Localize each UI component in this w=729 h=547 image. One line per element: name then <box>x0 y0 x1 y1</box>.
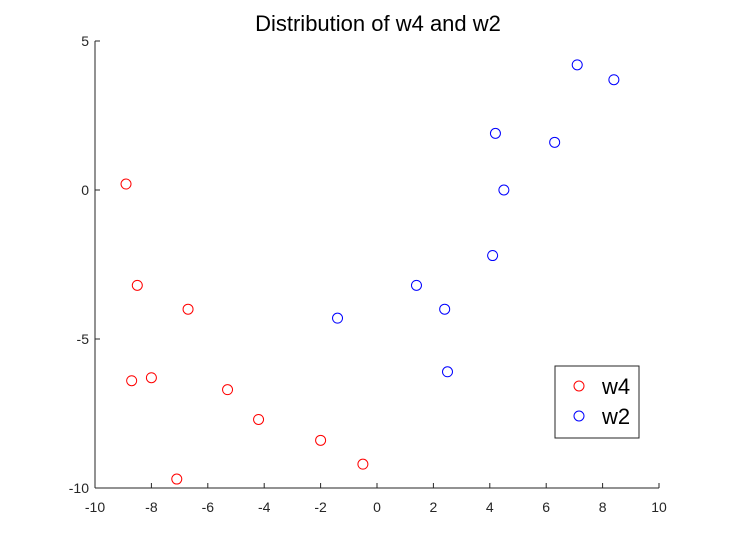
data-point-w4 <box>315 434 327 446</box>
y-tick-label: -5 <box>77 331 90 347</box>
data-point-w2 <box>549 136 561 148</box>
x-tick-label: 10 <box>651 499 667 515</box>
legend-label-w2: w2 <box>601 404 630 429</box>
x-tick-label: -8 <box>145 499 158 515</box>
legend-box <box>554 365 640 439</box>
data-point-w2 <box>571 59 583 71</box>
data-point-w2 <box>498 184 510 196</box>
data-point-w4 <box>357 458 369 470</box>
x-tick-label: 4 <box>486 499 494 515</box>
data-point-w4 <box>145 372 157 384</box>
legend-label-w4: w4 <box>601 374 630 399</box>
series-w4 <box>120 178 369 485</box>
x-tick-label: -2 <box>314 499 327 515</box>
data-point-w4 <box>126 375 138 387</box>
data-point-w2 <box>439 303 451 315</box>
data-point-w4 <box>131 279 143 291</box>
x-tick-label: -4 <box>258 499 271 515</box>
data-point-w2 <box>608 74 620 86</box>
data-point-w4 <box>120 178 132 190</box>
x-tick-label: 8 <box>599 499 607 515</box>
x-tick-label: 2 <box>430 499 438 515</box>
x-tick-label: -6 <box>202 499 215 515</box>
chart-title: Distribution of w4 and w2 <box>255 11 501 36</box>
data-point-w4 <box>182 303 194 315</box>
y-tick-label: 0 <box>81 182 89 198</box>
axes: -10 -8 -6 -4 -2 0 2 4 6 8 10 -10 -5 0 5 <box>69 33 667 515</box>
data-point-w4 <box>222 384 234 396</box>
legend-marker-w2 <box>573 410 585 422</box>
series-w2 <box>332 59 620 378</box>
data-point-w2 <box>489 127 501 139</box>
data-point-w2 <box>487 250 499 262</box>
data-point-w2 <box>442 366 453 378</box>
x-tick-label: -10 <box>85 499 105 515</box>
legend-marker-w4 <box>573 380 585 392</box>
data-point-w4 <box>171 473 183 485</box>
x-tick-label: 0 <box>373 499 381 515</box>
data-point-w2 <box>332 312 344 324</box>
data-point-w2 <box>410 279 422 291</box>
y-tick-label: 5 <box>81 33 89 49</box>
data-point-w4 <box>253 413 265 425</box>
y-tick-label: -10 <box>69 480 89 496</box>
data-points <box>120 59 620 485</box>
x-tick-label: 6 <box>542 499 550 515</box>
